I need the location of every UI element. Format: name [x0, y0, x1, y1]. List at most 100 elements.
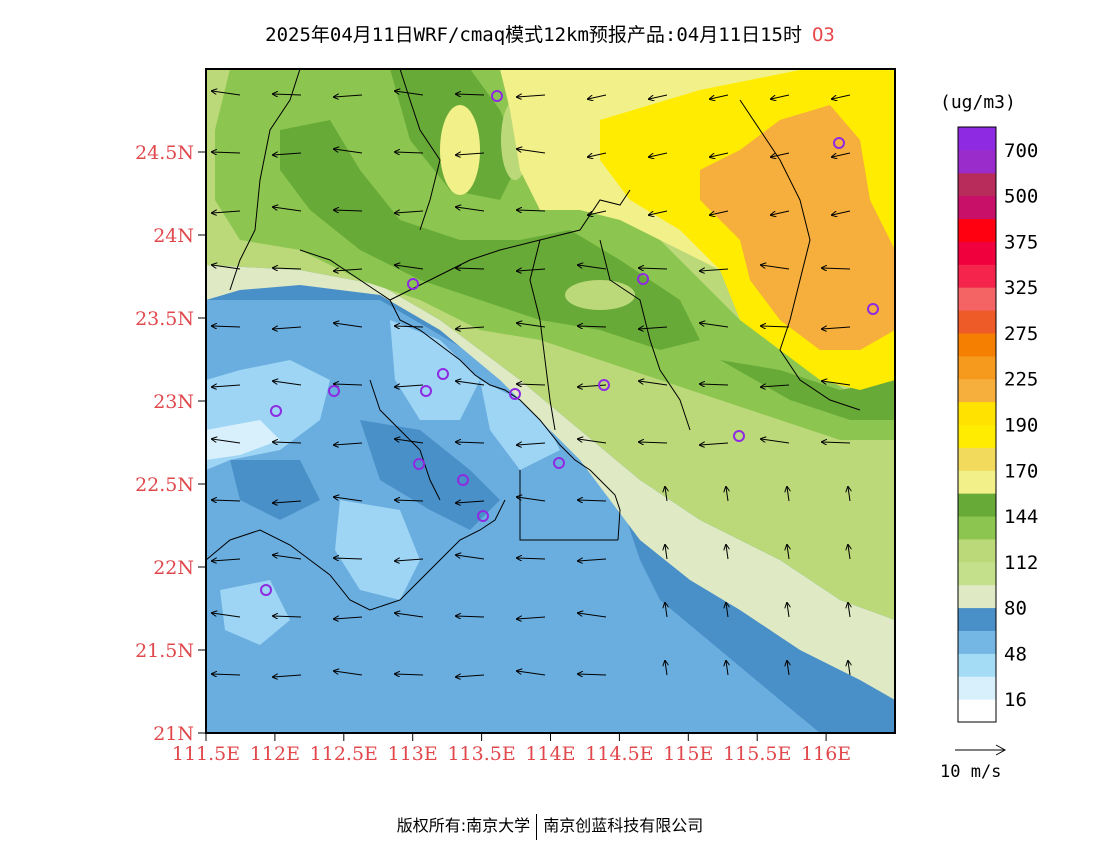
lon-label: 116E [801, 743, 851, 765]
wind-arrow [639, 327, 668, 329]
lon-label: 111.5E [172, 743, 240, 765]
boundary-6 [399, 69, 441, 231]
station-marker [328, 385, 340, 397]
wind-arrow [395, 439, 424, 444]
sea-light-patch-2 [390, 320, 480, 420]
colorbar-swatch [958, 607, 996, 631]
wind-arrow [761, 439, 790, 444]
wind-arrow [578, 613, 607, 618]
wind-arrow [710, 152, 729, 157]
wind-arrow [334, 443, 363, 445]
wind-arrow [517, 323, 546, 328]
wind-arrow [771, 210, 790, 215]
wind-arrow [395, 211, 424, 213]
station-marker [509, 388, 521, 400]
lon-label: 112E [250, 743, 300, 765]
wind-arrow [578, 559, 607, 561]
wind-arrow [395, 91, 424, 96]
sea-very-light-strip [206, 420, 280, 460]
colorbar-swatch [958, 538, 996, 563]
lat-label: 21N [153, 723, 194, 745]
wind-arrow [212, 500, 241, 501]
wind-arrow [456, 442, 485, 443]
wind-arrow [649, 152, 668, 157]
wind-arrow [212, 326, 241, 327]
land-light-patch-2 [440, 105, 480, 195]
wind-arrow [578, 385, 607, 387]
station-marker [260, 584, 272, 596]
wind-arrow [212, 439, 241, 444]
wind-arrow [456, 153, 485, 155]
longitude-axis: 111.5E 112E 112.5E 113E 113.5E 114E 114.5E 115E… [172, 733, 851, 765]
wind-arrow [395, 674, 424, 675]
wind-arrow [588, 94, 607, 99]
coastline [389, 299, 621, 541]
station-marker [420, 385, 432, 397]
wind-arrow [517, 269, 546, 271]
colorbar-label: 170 [1004, 460, 1038, 482]
station-markers [260, 90, 879, 596]
colorbar-swatch [958, 332, 996, 357]
colorbar-swatch [958, 241, 996, 265]
wind-arrow [334, 149, 363, 154]
wind-arrow [578, 439, 607, 444]
station-marker [477, 510, 489, 522]
station-marker [407, 278, 419, 290]
wind-arrow [212, 211, 241, 213]
station-marker [437, 368, 449, 380]
colorbar-swatch [958, 516, 996, 540]
colorbar-swatch [958, 584, 996, 609]
wind-arrow [787, 603, 789, 618]
colorbar-swatch [958, 287, 996, 311]
wind-arrow [273, 268, 302, 269]
wind-arrow [700, 443, 729, 445]
wind-arrow [273, 616, 302, 617]
lat-label: 23.5N [135, 308, 194, 330]
station-marker [553, 457, 565, 469]
wind-arrow [456, 381, 485, 386]
colorbar-unit: (ug/m3) [940, 92, 1016, 113]
wind-arrow [517, 558, 546, 559]
wind-arrow [334, 384, 363, 385]
lon-label: 112.5E [310, 743, 378, 765]
wind-arrow [334, 617, 363, 619]
reference-arrow-head [995, 744, 1007, 756]
colorbar-swatch [958, 355, 996, 380]
station-marker [733, 430, 745, 442]
wind-arrow [273, 207, 302, 212]
wind-arrow [517, 210, 546, 211]
colorbar-swatch [958, 264, 996, 288]
lat-label: 22.5N [135, 474, 194, 496]
boundary-1 [229, 69, 301, 291]
wind-arrow [578, 674, 607, 675]
wind-arrow [787, 661, 789, 676]
lat-label: 23N [153, 391, 194, 413]
wind-arrow [395, 559, 424, 561]
colorbar-swatch [958, 470, 996, 494]
wind-arrow [334, 269, 363, 271]
colorbar-swatch [958, 149, 996, 174]
wind-arrow [334, 323, 363, 328]
wind-arrow [832, 210, 851, 215]
station-marker [833, 137, 845, 149]
wind-arrow [456, 555, 485, 560]
station-marker [270, 405, 282, 417]
wind-arrow [649, 94, 668, 99]
colorbar-swatch [958, 218, 996, 242]
wind-arrow [639, 268, 668, 269]
wind-arrow [456, 327, 485, 329]
wind-arrow [787, 545, 789, 560]
land-dark-green-3 [720, 360, 895, 420]
colorbar-swatch [958, 561, 996, 586]
wind-arrow [588, 152, 607, 157]
wind-arrow [212, 613, 241, 618]
copyright-footer: 版权所有:南京大学 南京创蓝科技有限公司 [0, 812, 1100, 840]
wind-arrow [517, 443, 546, 445]
station-marker [457, 474, 469, 486]
colorbar: 700 500 375 325 275 225 190 170 144 112 80 48 16 [957, 126, 1038, 723]
colorbar-label: 48 [1004, 643, 1027, 665]
latitude-axis: 24.5N 24N 23.5N 23N 22.5N 22N 21.5N 21N [135, 142, 206, 745]
wind-arrow [761, 326, 790, 327]
wind-arrow [212, 674, 241, 675]
